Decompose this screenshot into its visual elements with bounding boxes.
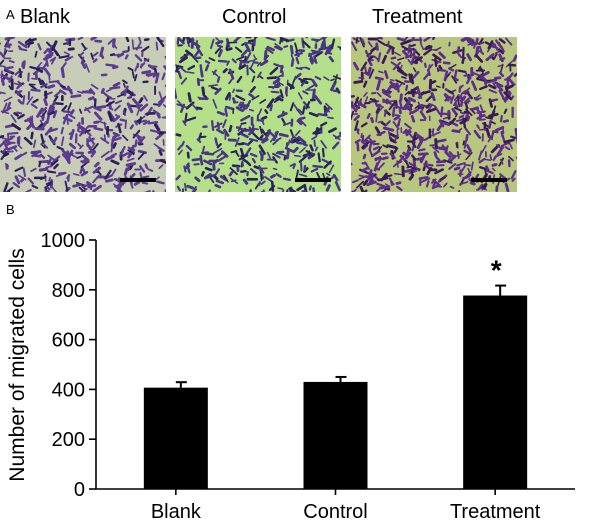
bar-blank — [143, 387, 208, 489]
panel-a-letter: A — [6, 7, 15, 22]
x-tick-label-treatment: Treatment — [450, 501, 541, 523]
y-tick-label: 0 — [74, 479, 85, 501]
scale-bar — [295, 178, 331, 182]
micrograph-control — [175, 37, 341, 192]
scale-bar — [471, 178, 507, 182]
y-tick-label: 800 — [52, 280, 85, 302]
y-tick-label: 200 — [52, 429, 85, 451]
image-title-treatment: Treatment — [372, 6, 463, 28]
bar-treatment — [463, 295, 528, 489]
panel-b-letter: B — [6, 202, 15, 217]
y-tick-label: 600 — [52, 330, 85, 352]
bar-control — [303, 381, 368, 489]
micrograph-treatment — [351, 37, 517, 192]
scale-bar — [120, 178, 156, 182]
y-axis-label: Number of migrated cells — [6, 248, 29, 481]
y-tick-label: 1000 — [41, 230, 86, 252]
x-tick-label-control: Control — [303, 501, 367, 523]
micrograph-blank — [0, 37, 166, 192]
image-title-control: Control — [222, 6, 287, 28]
x-tick-label-blank: Blank — [151, 501, 202, 523]
significance-marker: * — [491, 255, 502, 286]
image-title-blank: Blank — [20, 6, 71, 28]
y-tick-label: 400 — [52, 379, 85, 401]
